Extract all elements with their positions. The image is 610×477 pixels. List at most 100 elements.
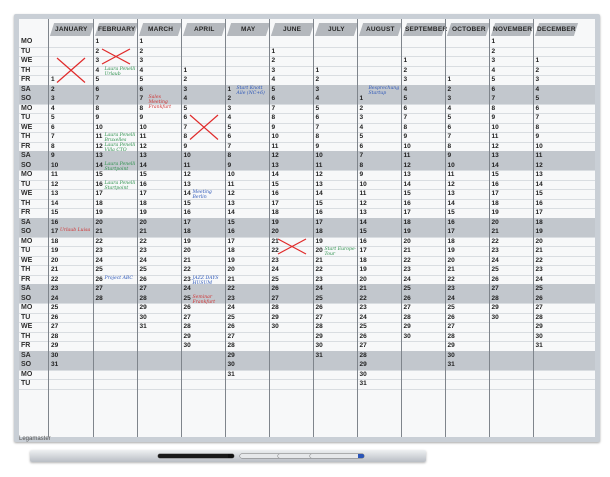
day-number[interactable]: 3 xyxy=(271,66,276,74)
day-number[interactable]: 8 xyxy=(271,114,276,121)
day-number[interactable]: 4 xyxy=(51,104,55,112)
day-number[interactable]: 13 xyxy=(535,171,543,178)
day-number[interactable]: 14 xyxy=(51,199,59,207)
day-number[interactable]: 6 xyxy=(95,85,100,93)
day-number[interactable]: 25 xyxy=(403,285,411,292)
day-number[interactable]: 12 xyxy=(359,199,367,207)
day-number[interactable]: 15 xyxy=(95,171,103,178)
day-number[interactable]: 21 xyxy=(315,256,323,264)
day-number[interactable]: 29 xyxy=(403,323,411,330)
day-number[interactable]: 11 xyxy=(271,142,279,150)
day-number[interactable]: 27 xyxy=(359,342,367,349)
day-number[interactable]: 16 xyxy=(227,228,235,235)
day-number[interactable]: 25 xyxy=(51,304,59,311)
day-number[interactable]: 31 xyxy=(359,380,367,387)
day-number[interactable]: 28 xyxy=(315,323,323,330)
day-number[interactable]: 19 xyxy=(315,237,323,245)
day-number[interactable]: 16 xyxy=(359,237,367,245)
day-number[interactable]: 23 xyxy=(271,256,279,264)
day-number[interactable]: 11 xyxy=(183,161,191,169)
day-number[interactable]: 8 xyxy=(447,142,452,150)
day-number[interactable]: 13 xyxy=(315,180,323,188)
day-number[interactable]: 16 xyxy=(447,218,455,226)
day-number[interactable]: 13 xyxy=(95,152,103,159)
day-number[interactable]: 16 xyxy=(403,199,411,207)
day-number[interactable]: 14 xyxy=(139,161,147,169)
day-number[interactable]: 1 xyxy=(95,38,100,45)
day-number[interactable]: 24 xyxy=(183,285,191,292)
day-number[interactable]: 7 xyxy=(51,133,55,140)
day-number[interactable]: 28 xyxy=(535,313,543,321)
day-number[interactable]: 13 xyxy=(183,180,191,188)
day-number[interactable]: 8 xyxy=(95,104,100,112)
day-number[interactable]: 27 xyxy=(139,285,147,292)
day-number[interactable]: 26 xyxy=(447,313,455,321)
day-number[interactable]: 8 xyxy=(535,123,540,131)
day-number[interactable]: 27 xyxy=(95,285,103,292)
day-number[interactable]: 28 xyxy=(447,332,455,340)
day-number[interactable]: 2 xyxy=(447,85,452,93)
day-number[interactable]: 11 xyxy=(403,152,411,159)
day-number[interactable]: 5 xyxy=(139,76,144,83)
day-number[interactable]: 19 xyxy=(227,256,235,264)
day-number[interactable]: 25 xyxy=(227,313,235,321)
day-number[interactable]: 6 xyxy=(535,104,540,112)
day-number[interactable]: 15 xyxy=(139,171,147,178)
day-number[interactable]: 2 xyxy=(359,104,364,112)
day-number[interactable]: 17 xyxy=(95,190,103,197)
day-number[interactable]: 26 xyxy=(139,275,147,283)
day-number[interactable]: 21 xyxy=(447,266,455,273)
day-number[interactable]: 14 xyxy=(447,199,455,207)
day-number[interactable]: 24 xyxy=(447,294,455,302)
day-number[interactable]: 25 xyxy=(535,285,543,292)
day-number[interactable]: 26 xyxy=(359,332,367,340)
day-number[interactable]: 17 xyxy=(403,209,411,216)
day-number[interactable]: 19 xyxy=(271,218,279,226)
day-number[interactable]: 12 xyxy=(139,142,147,150)
day-number[interactable]: 12 xyxy=(183,171,191,178)
day-number[interactable]: 15 xyxy=(491,171,499,178)
day-number[interactable]: 9 xyxy=(535,133,540,140)
day-number[interactable]: 20 xyxy=(359,275,367,283)
day-number[interactable]: 28 xyxy=(51,332,59,340)
day-number[interactable]: 10 xyxy=(447,161,455,169)
day-number[interactable]: 3 xyxy=(535,76,540,83)
day-number[interactable]: 16 xyxy=(491,180,499,188)
day-number[interactable]: 23 xyxy=(491,247,499,254)
day-number[interactable]: 16 xyxy=(271,190,279,197)
day-number[interactable]: 31 xyxy=(315,351,323,359)
day-number[interactable]: 5 xyxy=(447,114,452,121)
day-number[interactable]: 1 xyxy=(51,76,55,83)
day-number[interactable]: 11 xyxy=(227,180,235,188)
day-number[interactable]: 14 xyxy=(95,161,103,169)
day-number[interactable]: 16 xyxy=(183,209,191,216)
day-number[interactable]: 1 xyxy=(271,47,276,55)
day-number[interactable]: 15 xyxy=(271,180,279,188)
day-number[interactable]: 17 xyxy=(271,199,279,207)
day-number[interactable]: 23 xyxy=(447,285,455,292)
day-number[interactable]: 29 xyxy=(447,342,455,349)
day-number[interactable]: 22 xyxy=(315,266,323,273)
day-number[interactable]: 25 xyxy=(183,294,191,302)
day-number[interactable]: 30 xyxy=(183,342,191,349)
day-number[interactable]: 9 xyxy=(359,171,364,178)
day-number[interactable]: 13 xyxy=(51,190,59,197)
day-number[interactable]: 22 xyxy=(139,237,147,245)
day-number[interactable]: 14 xyxy=(491,161,499,169)
day-number[interactable]: 6 xyxy=(271,95,276,102)
day-number[interactable]: 26 xyxy=(535,294,543,302)
day-number[interactable]: 24 xyxy=(315,285,323,292)
day-number[interactable]: 20 xyxy=(227,266,235,273)
day-number[interactable]: 8 xyxy=(183,133,188,140)
day-number[interactable]: 7 xyxy=(535,114,540,121)
day-number[interactable]: 30 xyxy=(51,351,59,359)
day-number[interactable]: 15 xyxy=(535,190,543,197)
day-number[interactable]: 5 xyxy=(315,104,320,112)
day-number[interactable]: 23 xyxy=(183,275,191,283)
day-number[interactable]: 17 xyxy=(491,190,499,197)
day-number[interactable]: 5 xyxy=(95,76,100,83)
day-number[interactable]: 19 xyxy=(403,228,411,235)
day-number[interactable]: 24 xyxy=(51,294,59,302)
day-number[interactable]: 23 xyxy=(139,247,147,254)
day-number[interactable]: 20 xyxy=(403,237,411,245)
